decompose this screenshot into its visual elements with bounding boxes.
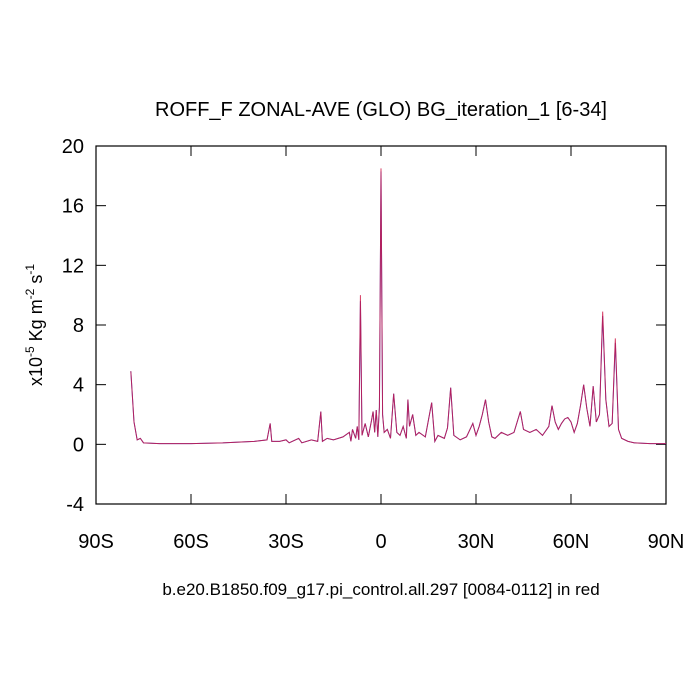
- x-tick-label: 90N: [648, 531, 685, 553]
- data-line: [130, 168, 666, 445]
- chart-title: ROFF_F ZONAL-AVE (GLO) BG_iteration_1 [6…: [155, 99, 607, 121]
- y-tick-label: 0: [73, 434, 84, 456]
- y-tick-label: 4: [73, 375, 84, 397]
- y-tick-label: 20: [62, 136, 84, 158]
- chart-subtitle: b.e20.B1850.f09_g17.pi_control.all.297 […: [162, 580, 599, 599]
- x-tick-label: 0: [375, 531, 386, 553]
- y-tick-label: 8: [73, 315, 84, 337]
- y-label-superscript: -5: [23, 346, 37, 357]
- y-label-part: s: [26, 275, 46, 289]
- x-tick-label: 60N: [553, 531, 590, 553]
- y-label-part: Kg m: [26, 299, 46, 346]
- y-tick-label: 12: [62, 255, 84, 277]
- y-label-superscript: -2: [23, 288, 37, 299]
- y-tick-label: 16: [62, 196, 84, 218]
- x-tick-label: 60S: [173, 531, 209, 553]
- y-label-part: x10: [26, 357, 46, 386]
- x-tick-label: 30S: [268, 531, 304, 553]
- y-axis-label: x10-5 Kg m-2 s-1: [23, 264, 46, 386]
- y-tick-label: -4: [66, 494, 84, 516]
- x-tick-label: 90S: [78, 531, 114, 553]
- x-tick-label: 30N: [458, 531, 495, 553]
- y-label-superscript: -1: [23, 264, 37, 275]
